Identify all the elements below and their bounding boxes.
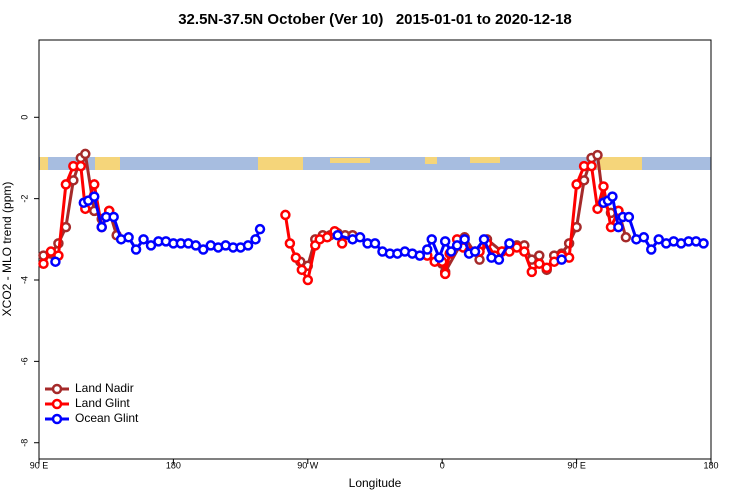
- data-point: [613, 221, 624, 233]
- data-point: [75, 160, 87, 172]
- x-tick-label: 0: [440, 460, 445, 470]
- data-point: [433, 252, 445, 263]
- x-tick-label: 180: [703, 460, 718, 470]
- data-point: [534, 250, 545, 261]
- chart-title: 32.5N-37.5N October (Ver 10) 2015-01-01 …: [178, 11, 572, 28]
- data-point: [302, 274, 314, 286]
- data-point: [60, 179, 72, 190]
- data-point: [296, 264, 308, 276]
- data-point: [646, 244, 657, 255]
- plot-frame: [38, 39, 712, 460]
- legend-label: Land Nadir: [75, 381, 134, 395]
- data-point: [571, 179, 582, 190]
- data-point: [45, 246, 57, 257]
- legend-label: Ocean Glint: [75, 411, 139, 425]
- data-point: [439, 268, 451, 280]
- data-point: [598, 181, 609, 192]
- data-point: [284, 238, 296, 249]
- data-point: [426, 234, 437, 245]
- data-point: [89, 179, 100, 190]
- legend-label: Land Glint: [75, 396, 130, 410]
- data-point: [541, 262, 552, 274]
- data-point: [50, 256, 61, 267]
- data-point: [586, 160, 597, 172]
- data-point: [254, 223, 266, 235]
- data-point: [578, 175, 590, 186]
- data-point: [519, 246, 530, 257]
- legend-item: Ocean Glint: [45, 411, 139, 425]
- legend-item: Land Glint: [45, 396, 130, 410]
- data-point: [80, 148, 91, 160]
- data-point: [474, 254, 485, 265]
- data-point: [422, 244, 433, 255]
- y-tick-label: -4: [19, 276, 29, 284]
- data-point: [138, 234, 149, 245]
- data-point: [526, 266, 538, 278]
- data-point: [607, 191, 618, 202]
- data-point: [623, 211, 635, 223]
- data-point: [130, 244, 142, 255]
- data-point: [89, 191, 100, 202]
- data-point: [493, 254, 505, 265]
- legend-marker: [51, 398, 63, 410]
- data-point: [190, 240, 202, 251]
- data-point: [556, 254, 567, 265]
- data-point: [534, 258, 545, 269]
- legend-item: Land Nadir: [45, 381, 134, 395]
- data-point: [451, 240, 463, 251]
- legend-marker: [51, 413, 63, 425]
- data-point: [414, 250, 426, 261]
- data-point: [369, 238, 381, 249]
- data-point: [96, 221, 107, 233]
- x-tick-label: 90 E: [30, 460, 49, 470]
- x-axis-label: Longitude: [349, 476, 402, 490]
- data-point: [123, 232, 134, 243]
- data-point: [198, 244, 209, 255]
- data-point: [478, 234, 490, 245]
- data-point: [511, 242, 523, 253]
- data-point: [638, 232, 650, 243]
- data-point: [242, 240, 254, 251]
- data-point: [336, 238, 348, 249]
- data-point: [653, 234, 664, 245]
- data-point: [108, 211, 119, 223]
- data-point: [290, 252, 302, 263]
- y-tick-label: -8: [19, 439, 29, 447]
- surface-mask: [39, 157, 711, 170]
- data-point: [354, 232, 366, 243]
- x-tick-label: 90 W: [297, 460, 319, 470]
- data-point: [445, 246, 457, 257]
- data-point: [332, 230, 343, 241]
- data-point: [280, 209, 291, 221]
- data-point: [321, 232, 333, 243]
- y-axis-label: XCO2 - MLO trend (ppm): [0, 182, 14, 317]
- data-point: [459, 234, 470, 245]
- data-point: [68, 175, 79, 186]
- data-point: [504, 238, 515, 249]
- data-point: [592, 203, 603, 215]
- y-tick-label: 0: [19, 115, 29, 120]
- data-point: [469, 246, 481, 257]
- data-point: [698, 238, 709, 249]
- y-tick-label: -2: [19, 195, 29, 203]
- legend-marker: [51, 383, 63, 395]
- x-tick-label: 90 E: [567, 460, 586, 470]
- data-point: [439, 236, 451, 247]
- data-point: [38, 258, 49, 269]
- data-point: [250, 234, 261, 245]
- data-point: [592, 149, 603, 161]
- x-tick-label: 180: [166, 460, 181, 470]
- y-tick-label: -6: [19, 357, 29, 365]
- data-point: [620, 232, 632, 243]
- data-point: [145, 240, 157, 251]
